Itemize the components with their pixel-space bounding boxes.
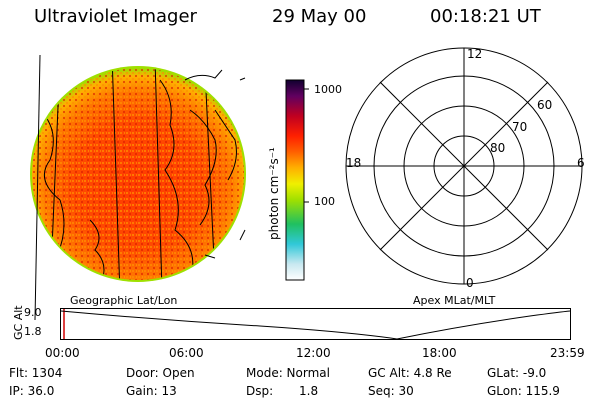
colorbar-label: photon cm⁻²s⁻¹ xyxy=(267,147,281,240)
mlt-label-0: 0 xyxy=(466,276,474,290)
door-status: Door: Open xyxy=(126,366,195,380)
gc-altitude: GC Alt: 4.8 Re xyxy=(368,366,452,380)
alt-ylabel: GC Alt xyxy=(12,305,25,340)
polar-mlt-plot xyxy=(345,47,583,285)
geographic-label: Geographic Lat/Lon xyxy=(70,294,178,307)
alt-tick-1.8: 1.8 xyxy=(24,325,42,338)
date-label: 29 May 00 xyxy=(272,6,367,27)
time-label: 00:18:21 UT xyxy=(430,6,541,27)
geographic-latitude: GLat: -9.0 xyxy=(487,366,547,380)
lat-label-80: 80 xyxy=(490,141,506,155)
gain-value: Gain: 13 xyxy=(126,384,177,398)
alt-tick-9: 9.0 xyxy=(24,306,42,319)
flight-number: Flt: 1304 xyxy=(9,366,63,380)
mlt-label-12: 12 xyxy=(467,47,483,61)
geographic-longitude: GLon: 115.9 xyxy=(487,384,560,398)
dsp-value: 1.8 xyxy=(299,384,319,398)
mode-value: Mode: Normal xyxy=(246,366,330,380)
time-tick-1200: 12:00 xyxy=(296,346,331,360)
colorbar-tick-100: 100 xyxy=(314,195,335,208)
colorbar xyxy=(285,79,309,281)
apex-label: Apex MLat/MLT xyxy=(413,294,496,307)
mlt-label-6: 6 xyxy=(577,156,585,170)
time-tick-2359: 23:59 xyxy=(550,346,585,360)
instrument-title: Ultraviolet Imager xyxy=(34,6,197,27)
dsp-label: Dsp: xyxy=(246,384,274,398)
ip-value: IP: 36.0 xyxy=(9,384,55,398)
lat-label-60: 60 xyxy=(537,98,553,112)
lat-label-70: 70 xyxy=(512,120,528,134)
mlt-label-18: 18 xyxy=(346,156,362,170)
time-tick-1800: 18:00 xyxy=(422,346,457,360)
altitude-plot xyxy=(60,308,571,340)
time-tick-0000: 00:00 xyxy=(45,346,80,360)
colorbar-tick-1000: 1000 xyxy=(314,83,342,96)
time-tick-0600: 06:00 xyxy=(169,346,204,360)
sequence-value: Seq: 30 xyxy=(368,384,414,398)
